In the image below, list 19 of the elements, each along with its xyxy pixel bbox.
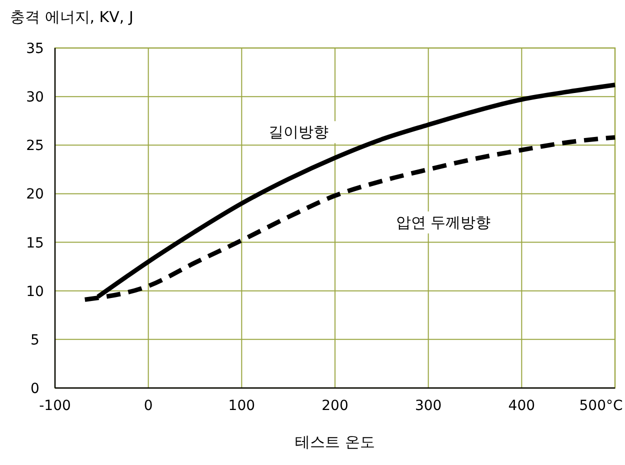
x-axis-title: 테스트 온도 xyxy=(295,433,375,451)
x-tick-label: -100 xyxy=(39,398,71,414)
y-tick-label: 20 xyxy=(26,186,44,203)
x-tick-label: 500°C xyxy=(579,398,623,414)
series-label: 길이방향 xyxy=(268,123,328,142)
y-tick-label: 5 xyxy=(30,332,40,348)
y-axis-title: 충격 에너지, KV, J xyxy=(10,8,134,26)
x-tick-label: 100 xyxy=(228,398,256,414)
y-tick-label: 30 xyxy=(26,90,44,106)
y-tick-label: 15 xyxy=(26,235,44,252)
y-tick-label: 35 xyxy=(26,41,44,57)
x-tick-label: 400 xyxy=(508,398,536,414)
y-tick-label: 25 xyxy=(26,138,44,154)
x-tick-label: 0 xyxy=(144,398,153,414)
x-tick-label: 200 xyxy=(322,398,348,414)
y-tick-label: 0 xyxy=(30,381,40,397)
text: 압연 두께방향 xyxy=(396,213,491,232)
x-tick-label: 300 xyxy=(414,398,442,414)
y-tick-label: 10 xyxy=(26,284,44,300)
